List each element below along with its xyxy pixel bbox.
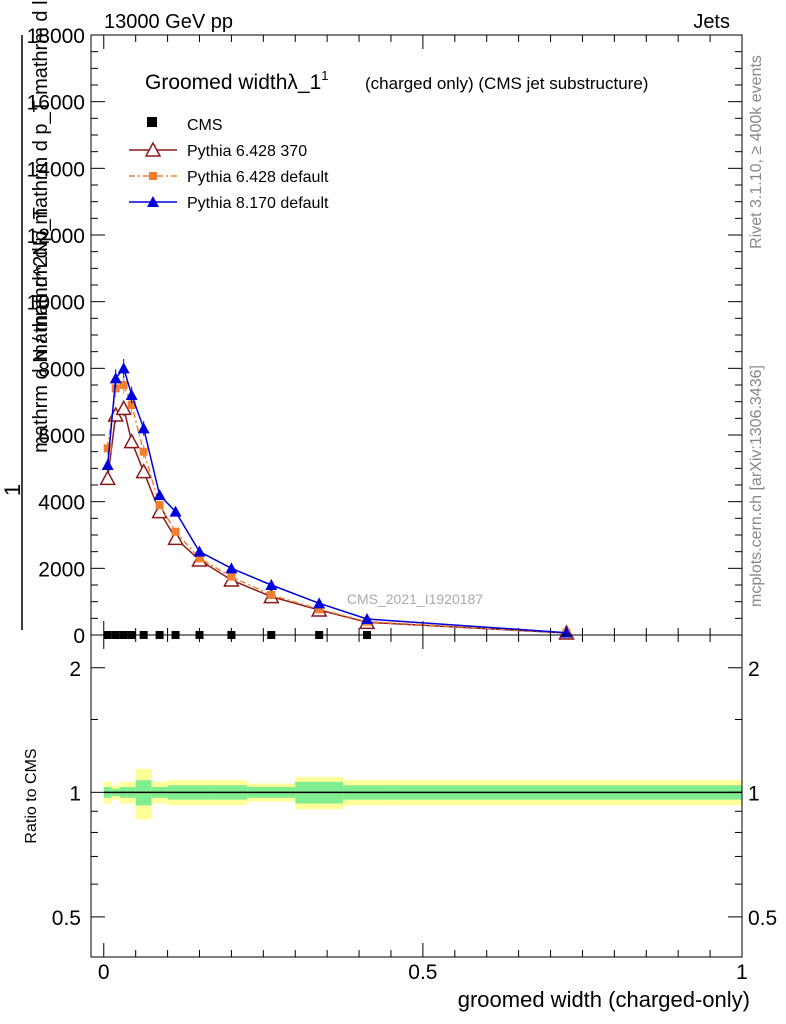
p6-default-point — [139, 447, 148, 456]
y-label-numerator: 1 — [0, 484, 25, 496]
plot-title-superscript: 1 — [321, 68, 328, 83]
p6-370-point — [115, 399, 132, 416]
p6-default-point — [171, 527, 180, 536]
p8-default-point — [117, 362, 130, 374]
plot-title-main: Groomed widthλ_1 — [145, 71, 321, 94]
p6-default-point — [103, 444, 112, 453]
p8-default-point — [137, 422, 150, 434]
y-tick-label: 10000 — [27, 292, 85, 315]
ratio-y-tick-label-right: 2 — [748, 658, 760, 681]
legend: CMS Pythia 6.428 370 Pythia 6.428 defaul… — [129, 117, 329, 212]
legend-marker-p6-default — [149, 172, 157, 180]
ratio-y-tick-label: 1 — [69, 782, 81, 805]
ratio-y-tick-label-right: 1 — [748, 782, 760, 805]
ratio-y-tick-label-right: 0.5 — [748, 907, 777, 930]
y-label-overlay: mathrm d^2N / mathrm d p_T mathrm d lamb… — [30, 0, 52, 361]
legend-marker-p8-default — [147, 196, 159, 207]
y-tick-label: 0 — [73, 625, 85, 648]
p6-default-point — [227, 572, 236, 581]
p6-default-point — [267, 591, 276, 599]
legend-label-cms: CMS — [187, 117, 223, 134]
legend-marker-p6-370 — [144, 141, 162, 157]
main-x-ticks — [103, 35, 743, 635]
series-3-line — [106, 366, 567, 634]
p6-default-point — [111, 384, 120, 393]
series-1-line — [106, 406, 567, 634]
ratio-frame — [90, 634, 743, 958]
p8-default-point — [193, 545, 206, 557]
mcplots-label: mcplots.cern.ch [arXiv:1306.3436] — [748, 365, 765, 607]
p8-default-point — [265, 579, 278, 590]
main-y-ticks: 0 2000 4000 6000 8000 10000 12000 14000 16000 180… — [27, 25, 742, 648]
p6-default-point — [315, 605, 324, 614]
main-series — [99, 359, 575, 640]
p6-370-point — [135, 463, 152, 479]
legend-label-p8-default: Pythia 8.170 default — [187, 195, 329, 212]
p6-default-point — [119, 381, 128, 389]
p8-default-point — [225, 562, 238, 574]
ratio-bands — [103, 768, 742, 820]
p6-370-point — [167, 529, 184, 546]
y-tick-label: 2000 — [38, 558, 85, 581]
p8-default-point — [153, 489, 166, 500]
legend-label-p6-370: Pythia 6.428 370 — [187, 143, 307, 160]
y-tick-label: 16000 — [27, 92, 85, 115]
ratio-panel: 0.5 0.51 12 2 0 0.5 1 Ratio to CMS groomed wi… — [23, 634, 777, 1012]
y-tick-label: 6000 — [38, 425, 85, 448]
p6-default-point — [127, 401, 136, 409]
p8-default-point — [101, 459, 114, 470]
plot-subtitle: (charged only) (CMS jet substructure) — [365, 74, 648, 93]
x-tick-label: 1 — [736, 961, 748, 984]
x-tick-label: 0.5 — [408, 961, 437, 984]
analysis-watermark: CMS_2021_I1920187 — [347, 591, 483, 607]
p6-370-point — [99, 469, 116, 486]
ratio-y-ticks: 0.5 0.5 1 1 2 2 — [52, 658, 777, 930]
y-tick-label: 12000 — [27, 225, 85, 248]
y-label-denominator: mathrm d N / mathrm d p_T — [30, 207, 52, 453]
header-energy: 13000 GeV pp — [104, 11, 233, 33]
ratio-x-ticks: 0 0.5 1 — [98, 635, 748, 984]
main-panel: 0 2000 4000 6000 8000 10000 12000 14000 16000 180… — [27, 25, 743, 648]
legend-label-p6-default: Pythia 6.428 default — [187, 169, 329, 186]
ratio-y-tick-label: 2 — [69, 658, 81, 681]
p8-default-point — [361, 613, 374, 624]
p6-default-point — [195, 554, 204, 563]
p8-default-point — [109, 372, 122, 384]
plot-title: Groomed widthλ_11 — [145, 68, 329, 94]
p8-default-point — [313, 597, 326, 609]
ratio-y-label: Ratio to CMS — [23, 748, 40, 843]
x-axis-label: groomed width (charged-only) — [458, 987, 750, 1012]
header-process: Jets — [693, 11, 730, 33]
legend-marker-cms — [147, 117, 157, 127]
p8-default-point — [125, 389, 138, 400]
p8-default-point — [169, 505, 182, 517]
rivet-label: Rivet 3.1.10, ≥ 400k events — [748, 55, 765, 249]
ratio-y-tick-label: 0.5 — [52, 907, 81, 930]
y-tick-label: 18000 — [27, 25, 85, 48]
y-tick-label: 14000 — [27, 158, 85, 181]
main-y-label: 1 mathrm d N / mathrm d p_T mathrm d^2N … — [0, 0, 52, 630]
p6-370-point — [123, 433, 140, 449]
p6-default-point — [155, 501, 164, 509]
y-tick-label: 4000 — [38, 492, 85, 515]
y-tick-label: 8000 — [38, 358, 85, 381]
x-tick-label: 0 — [98, 961, 110, 984]
